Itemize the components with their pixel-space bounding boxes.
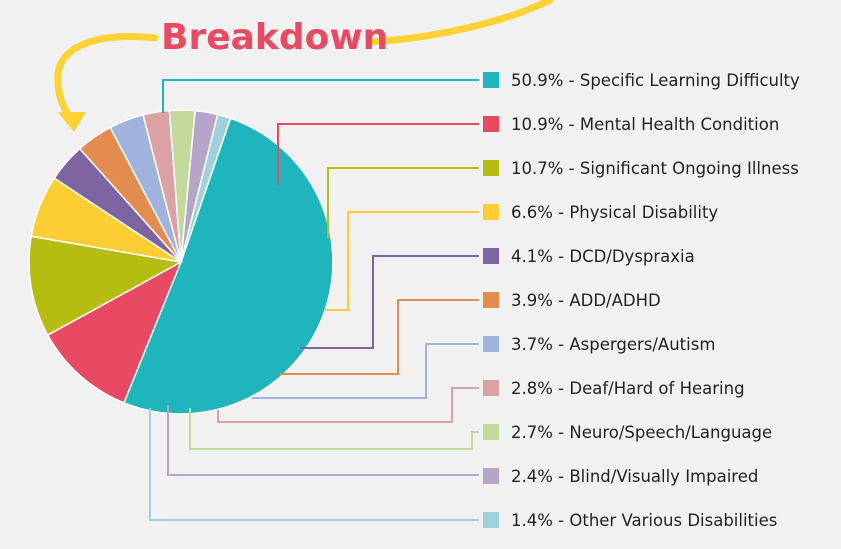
leader-line-9 [189, 408, 479, 450]
legend-label-4: 6.6% - Physical Disability [511, 203, 718, 222]
legend-swatch-8 [483, 380, 499, 396]
legend-label-6: 3.9% - ADD/ADHD [511, 291, 661, 310]
leader-line-11 [149, 408, 479, 521]
leader-line-5 [300, 255, 479, 349]
leader-line-4 [325, 211, 479, 311]
legend-label-8: 2.8% - Deaf/Hard of Hearing [511, 379, 745, 398]
chart-title: Breakdown [161, 17, 388, 58]
legend-label-10: 2.4% - Blind/Visually Impaired [511, 467, 758, 486]
leader-line-8 [217, 387, 479, 423]
legend-label-2: 10.9% - Mental Health Condition [511, 115, 779, 134]
legend-label-7: 3.7% - Aspergers/Autism [511, 335, 715, 354]
pie-slice-3 [28, 235, 184, 337]
legend-label-3: 10.7% - Significant Ongoing Illness [511, 159, 799, 178]
legend-label-5: 4.1% - DCD/Dyspraxia [511, 247, 695, 266]
leader-line-7 [252, 343, 479, 399]
arrow-head-icon [58, 112, 86, 132]
legend-swatch-7 [483, 336, 499, 352]
legend-swatch-9 [483, 424, 499, 440]
legend-swatch-4 [483, 204, 499, 220]
legend-swatch-1 [483, 72, 499, 88]
legend-swatch-10 [483, 468, 499, 484]
leader-line-6 [280, 299, 479, 375]
leader-line-2 [277, 123, 479, 185]
top-swoosh-icon [366, 0, 554, 46]
legend-swatch-6 [483, 292, 499, 308]
leader-line-1 [162, 79, 479, 113]
pie-slice-2 [46, 260, 183, 404]
legend-label-9: 2.7% - Neuro/Speech/Language [511, 423, 772, 442]
curved-arrow-icon [54, 33, 159, 124]
legend-swatch-11 [483, 512, 499, 528]
legend-swatch-3 [483, 160, 499, 176]
leader-line-3 [327, 167, 479, 238]
pie-slice-11 [180, 113, 232, 263]
legend-label-11: 1.4% - Other Various Disabilities [511, 511, 777, 530]
legend-label-1: 50.9% - Specific Learning Difficulty [511, 71, 800, 90]
legend-swatch-2 [483, 116, 499, 132]
leader-line-10 [167, 405, 479, 476]
legend-swatch-5 [483, 248, 499, 264]
